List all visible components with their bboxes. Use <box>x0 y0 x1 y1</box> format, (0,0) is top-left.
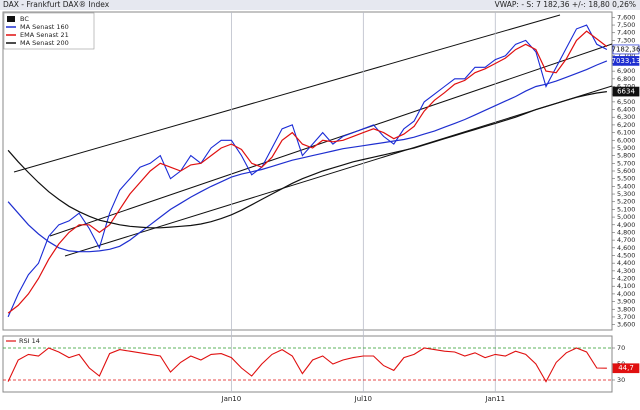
value-tag-label: 6634 <box>617 88 635 96</box>
y-tick-label: 4,800 <box>617 228 635 236</box>
y-tick-label: 6,000 <box>617 136 635 144</box>
value-tag-label: 7033,13 <box>612 57 640 65</box>
y-tick-label: 5,600 <box>617 167 635 175</box>
value-tag-label: 7182,36 <box>612 45 640 53</box>
y-tick-label: 6,400 <box>617 106 635 114</box>
value-tag <box>612 56 640 66</box>
y-tick-label: 4,900 <box>617 221 635 229</box>
series-line <box>7 30 608 314</box>
series-line <box>7 60 608 253</box>
y-tick-label: 3,900 <box>617 298 635 306</box>
header-bar <box>0 0 640 10</box>
y-tick-label: 4,300 <box>617 267 635 275</box>
y-tick-label: 3,700 <box>617 313 635 321</box>
x-tick-label: Jan11 <box>484 395 505 403</box>
y-tick-label: 70 <box>617 344 625 352</box>
chart-title: DAX - Frankfurt DAX® Index <box>3 0 110 9</box>
y-tick-label: 5,400 <box>617 182 635 190</box>
x-tick-label: Jul10 <box>354 395 372 403</box>
y-tick-label: 6,800 <box>617 75 635 83</box>
y-tick-label: 5,800 <box>617 152 635 160</box>
y-tick-label: 3,800 <box>617 305 635 313</box>
y-tick-label: 4,400 <box>617 259 635 267</box>
y-tick-label: 5,300 <box>617 190 635 198</box>
y-tick-label: 5,700 <box>617 159 635 167</box>
y-tick-label: 6,900 <box>617 67 635 75</box>
y-tick-label: 30 <box>617 376 625 384</box>
series-line <box>7 91 607 229</box>
series-line <box>7 24 608 318</box>
y-tick-label: 7,400 <box>617 29 635 37</box>
y-tick-label: 6,700 <box>617 83 635 91</box>
channel-line <box>49 43 613 237</box>
y-tick-label: 7,500 <box>617 21 635 29</box>
y-tick-label: 7,300 <box>617 36 635 44</box>
value-tag-label: 44,7 <box>618 364 634 372</box>
y-tick-label: 5,200 <box>617 198 635 206</box>
value-tag <box>612 44 640 55</box>
series-line <box>7 347 607 383</box>
value-tag <box>612 363 640 374</box>
y-tick-label: 4,500 <box>617 251 635 259</box>
value-tag <box>612 86 640 97</box>
y-tick-label: 3,600 <box>617 321 635 329</box>
legend-label: BC <box>20 15 29 23</box>
y-tick-label: 7,600 <box>617 13 635 21</box>
y-tick-label: 6,200 <box>617 121 635 129</box>
chart-subtitle: VWAP: - S: 7 182,36 +/-: 18,80 0,26% <box>495 0 636 9</box>
legend-box <box>3 12 95 50</box>
y-tick-label: 4,100 <box>617 282 635 290</box>
y-tick-label: 4,600 <box>617 244 635 252</box>
y-tick-label: 6,500 <box>617 98 635 106</box>
y-tick-label: 4,000 <box>617 290 635 298</box>
y-tick-label: 4,700 <box>617 236 635 244</box>
y-tick-label: 6,100 <box>617 129 635 137</box>
legend-label: MA Senast 200 <box>20 39 69 47</box>
y-tick-label: 5,100 <box>617 205 635 213</box>
legend-label: RSI 14 <box>19 337 40 345</box>
y-tick-label: 5,900 <box>617 144 635 152</box>
legend-label: MA Senast 160 <box>20 23 69 31</box>
legend-swatch <box>7 16 15 22</box>
y-tick-label: 5,500 <box>617 175 635 183</box>
x-tick-label: Jan10 <box>221 395 242 403</box>
y-tick-label: 5,000 <box>617 213 635 221</box>
y-tick-label: 4,200 <box>617 275 635 283</box>
y-tick-label: 6,300 <box>617 113 635 121</box>
legend-label: EMA Senast 21 <box>20 31 69 39</box>
channel-line <box>13 14 561 173</box>
y-tick-label: 7,100 <box>617 52 635 60</box>
